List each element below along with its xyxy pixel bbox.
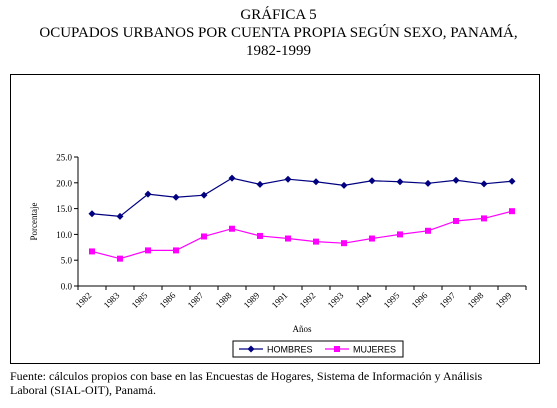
data-point-mujeres [229,225,235,232]
data-point-mujeres [509,208,515,215]
footnote-line-2: Laboral (SIAL-OIT), Panamá. [10,383,156,397]
x-axis-title: Años [292,324,311,334]
data-point-hombres [116,212,124,220]
chart-title-block: GRÁFICA 5 OCUPADOS URBANOS POR CUENTA PR… [0,6,557,60]
x-tick-label: 1994 [354,290,374,310]
x-tick-label: 1986 [158,290,178,310]
data-point-mujeres [397,231,403,238]
x-tick-label: 1997 [438,290,458,310]
data-point-mujeres [285,235,291,242]
data-point-mujeres [453,217,459,224]
chart-period: 1982-1999 [246,43,311,59]
x-tick-label: 1983 [102,290,122,310]
y-tick-label: 20.0 [56,178,72,188]
y-tick-label: 5.0 [61,256,73,266]
data-point-hombres [508,177,516,185]
data-point-hombres [396,178,404,186]
data-point-hombres [228,174,236,182]
x-tick-label: 1999 [494,290,514,310]
legend-marker-mujeres [334,346,340,352]
data-point-mujeres [145,247,151,254]
data-point-hombres [368,177,376,185]
chart-frame: 0.0 5.0 10.0 15.0 20.0 25.0 1982 1983 1985 1986 19… [10,74,540,364]
data-point-hombres [200,191,208,199]
series-line-mujeres [91,210,513,260]
data-point-mujeres [369,235,375,242]
data-point-mujeres [201,233,207,240]
x-tick-label: 1991 [270,290,290,310]
legend-box [232,340,404,358]
source-footnote: Fuente: cálculos propios con base en las… [10,369,551,397]
y-tick-label: 0.0 [61,282,73,292]
data-point-hombres [144,190,152,198]
x-tick-label: 1998 [466,290,486,310]
x-tick-label: 1987 [186,290,206,310]
chart-subtitle: OCUPADOS URBANOS POR CUENTA PROPIA SEGÚN… [39,25,518,41]
data-point-mujeres [117,255,123,262]
data-point-mujeres [173,247,179,254]
y-tick-label: 15.0 [56,204,72,214]
data-point-mujeres [425,227,431,234]
chart-title: GRÁFICA 5 [240,7,317,23]
data-point-hombres [284,175,292,183]
data-point-mujeres [257,232,263,239]
data-point-hombres [172,193,180,201]
x-tick-label: 1982 [74,290,94,310]
y-axis-title: Porcentaje [29,203,39,241]
data-point-mujeres [89,248,95,255]
x-tick-label: 1995 [382,290,402,310]
data-point-hombres [88,210,96,218]
x-tick-label: 1985 [130,290,150,310]
y-tick-label: 25.0 [56,153,72,163]
data-point-mujeres [313,238,319,245]
data-point-mujeres [481,215,487,222]
y-tick-label: 10.0 [56,230,72,240]
footnote-line-1: Fuente: cálculos propios con base en las… [10,369,483,383]
x-tick-label: 1993 [326,290,346,310]
x-tick-label: 1988 [214,290,234,310]
legend-marker-hombres [247,345,255,353]
legend-label-mujeres: MUJERES [353,345,396,355]
legend-label-hombres: HOMBRES [267,345,313,355]
data-point-mujeres [341,240,347,247]
data-point-hombres [256,180,264,188]
x-tick-label: 1989 [242,290,262,310]
series-line-hombres [91,177,513,217]
line-chart: 0.0 5.0 10.0 15.0 20.0 25.0 1982 1983 1985 1986 19… [29,153,527,358]
x-tick-label: 1996 [410,290,430,310]
data-point-hombres [480,180,488,188]
x-tick-label: 1992 [298,290,318,310]
data-point-hombres [312,178,320,186]
data-point-hombres [424,179,432,187]
data-point-hombres [340,181,348,189]
data-point-hombres [452,176,460,184]
